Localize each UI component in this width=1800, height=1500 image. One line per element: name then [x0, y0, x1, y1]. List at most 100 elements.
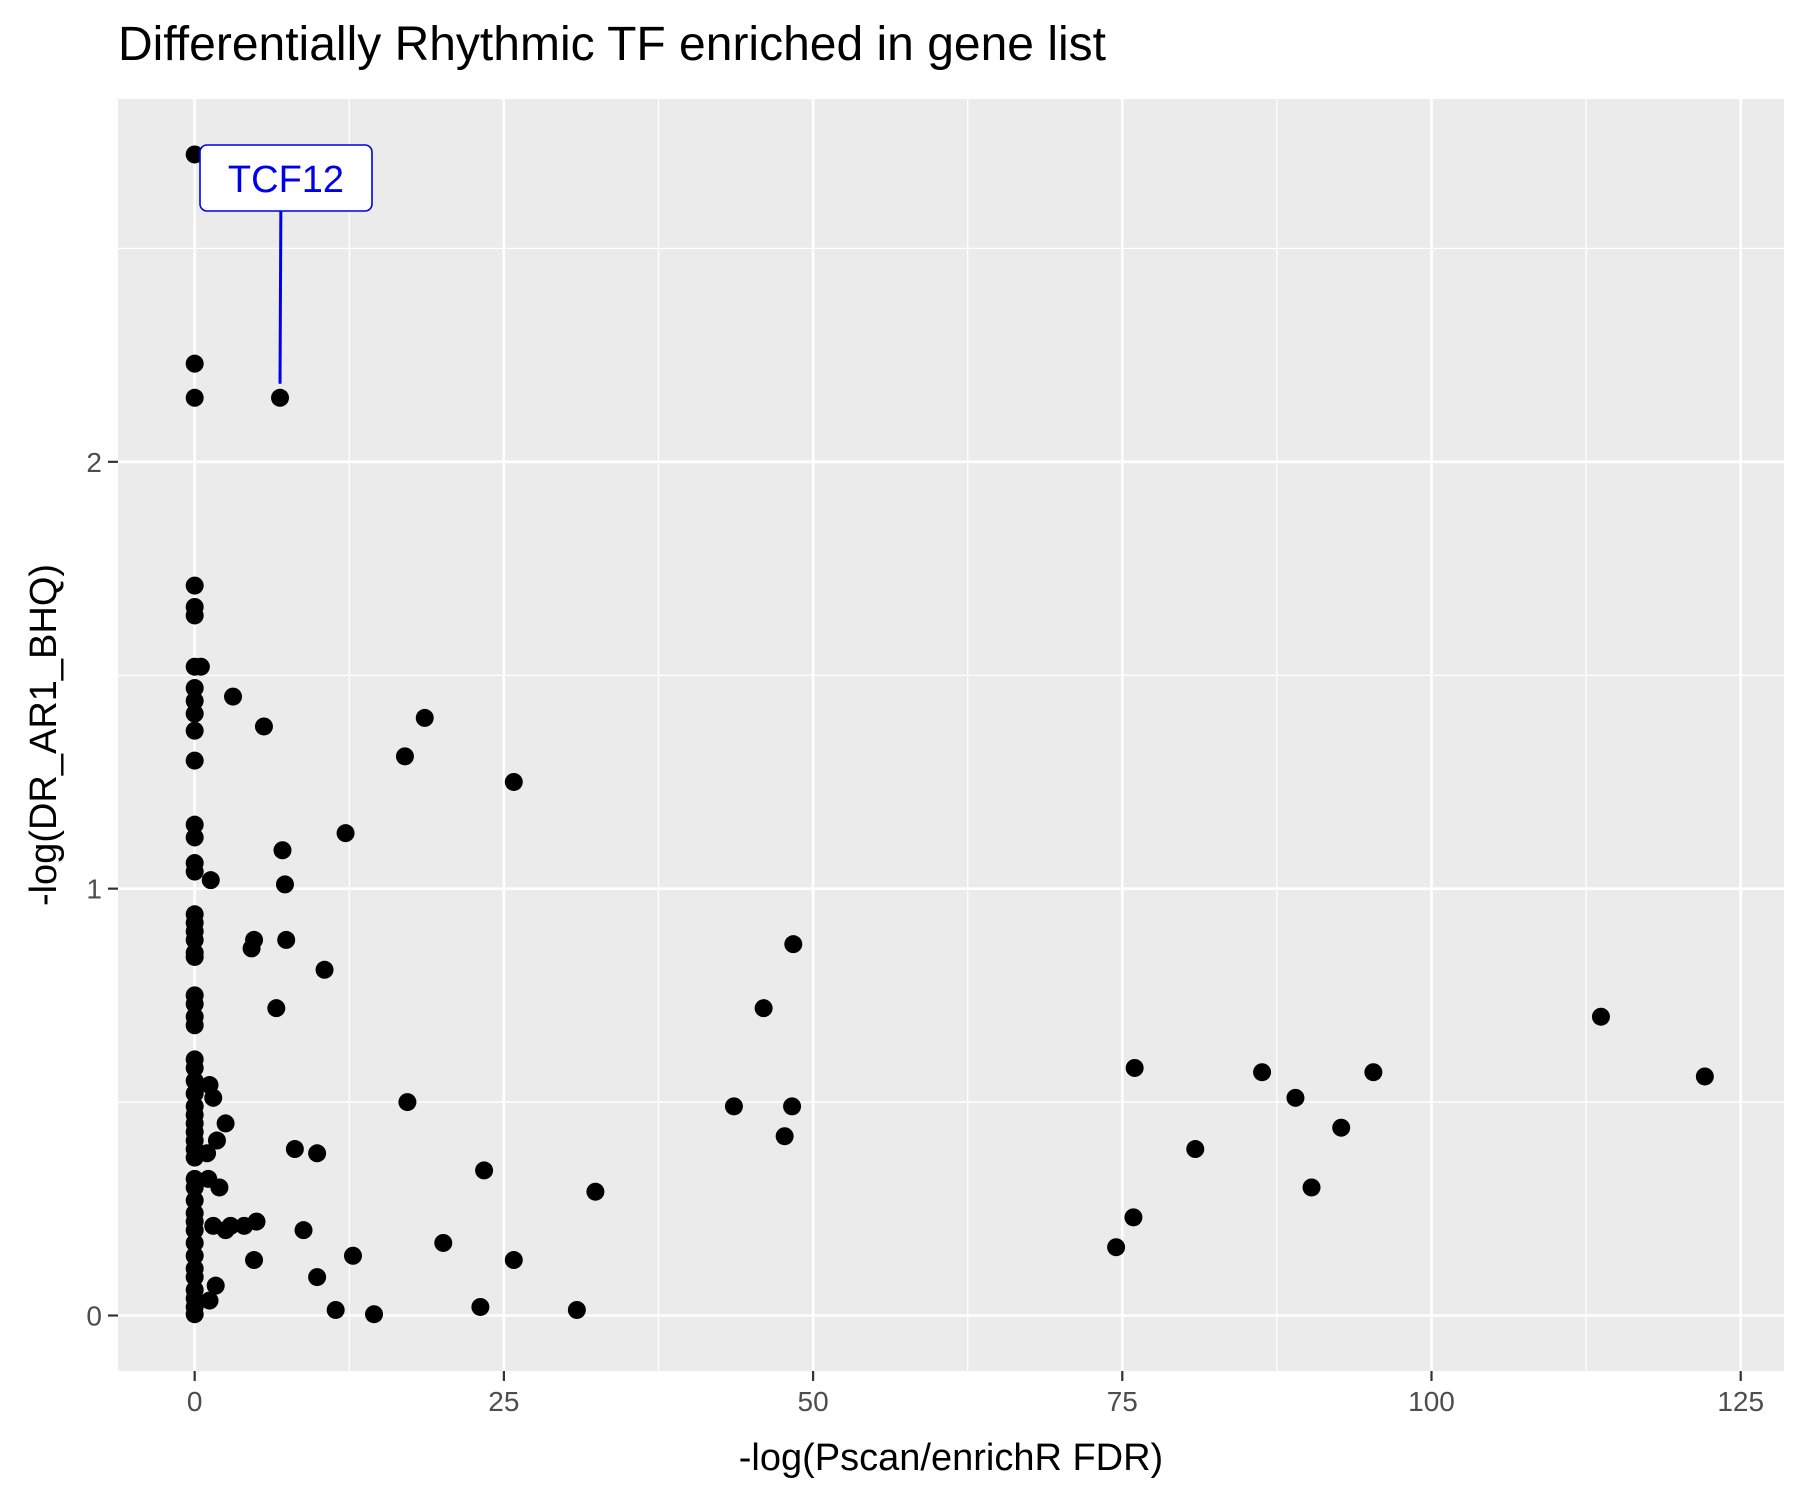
data-point: [1302, 1178, 1321, 1197]
data-point: [326, 1300, 345, 1319]
data-point: [1332, 1118, 1351, 1137]
data-point: [185, 606, 204, 625]
x-axis-title: -log(Pscan/enrichR FDR): [739, 1437, 1163, 1479]
data-point: [275, 875, 294, 894]
data-point: [204, 1088, 223, 1107]
data-point: [343, 1246, 362, 1265]
data-point: [185, 828, 204, 847]
data-point: [1591, 1007, 1610, 1026]
data-point: [784, 935, 803, 954]
data-point: [267, 999, 286, 1018]
data-point: [1186, 1140, 1205, 1159]
data-point: [185, 815, 204, 834]
data-point: [504, 1251, 523, 1270]
chart-title: Differentially Rhythmic TF enriched in g…: [118, 18, 1106, 71]
data-point: [185, 1221, 204, 1240]
data-point: [185, 1191, 204, 1210]
data-point: [185, 1084, 204, 1103]
annotation-leader-line: [278, 210, 283, 384]
data-point: [221, 1216, 240, 1235]
data-point: [185, 1246, 204, 1265]
data-point: [185, 751, 204, 770]
data-point: [198, 1144, 217, 1163]
data-point: [434, 1233, 453, 1252]
x-tick-label: 100: [1408, 1386, 1455, 1417]
annotation-label-box: [199, 144, 373, 212]
data-point: [567, 1300, 586, 1319]
major-gridlines: [118, 99, 1784, 1371]
data-point: [185, 994, 204, 1013]
data-point: [191, 657, 210, 676]
data-point: [294, 1221, 313, 1240]
data-point: [1124, 1208, 1143, 1227]
plot-panel: [118, 99, 1784, 1371]
y-tick-label: 2: [86, 447, 102, 478]
data-point: [185, 388, 204, 407]
data-point: [273, 841, 292, 860]
data-point: [185, 1071, 204, 1090]
data-point: [247, 1212, 266, 1231]
data-point: [285, 1140, 304, 1159]
data-point: [185, 145, 204, 164]
x-tick-label: 75: [1107, 1386, 1138, 1417]
data-point: [185, 576, 204, 595]
data-point: [201, 871, 220, 890]
x-axis-ticks: 0 25 50 75 100 125: [187, 1371, 1764, 1417]
data-point: [1695, 1067, 1714, 1086]
data-point: [185, 704, 204, 723]
data-point: [724, 1097, 743, 1116]
x-tick-label: 0: [187, 1386, 203, 1417]
data-point: [315, 960, 334, 979]
data-point: [271, 388, 290, 407]
data-point: [210, 1178, 229, 1197]
data-points: [185, 145, 1714, 1324]
x-tick-label: 25: [488, 1386, 519, 1417]
data-point: [1286, 1088, 1305, 1107]
data-point: [185, 947, 204, 966]
data-point: [395, 747, 414, 766]
data-point: [754, 999, 773, 1018]
y-tick-label: 1: [86, 874, 102, 905]
data-point: [398, 1093, 417, 1112]
data-point: [185, 354, 204, 373]
data-point: [336, 824, 355, 843]
data-point: [185, 1058, 204, 1077]
data-point: [185, 721, 204, 740]
data-point: [242, 939, 261, 958]
data-point: [207, 1131, 226, 1150]
data-point: [471, 1297, 490, 1316]
y-tick-label: 0: [86, 1301, 102, 1332]
data-point: [783, 1097, 802, 1116]
data-point: [775, 1127, 794, 1146]
data-point: [185, 1268, 204, 1287]
annotation-label: TCF12: [228, 159, 344, 201]
data-point: [224, 687, 243, 706]
data-point: [206, 1276, 225, 1295]
y-axis-title: -log(DR_AR1_BHQ): [23, 564, 65, 906]
data-point: [185, 930, 204, 949]
annotation-layer: TCF12: [199, 144, 373, 384]
x-tick-label: 50: [798, 1386, 829, 1417]
data-point: [415, 708, 434, 727]
data-point: [185, 1016, 204, 1035]
data-point: [504, 772, 523, 791]
data-point: [308, 1144, 327, 1163]
data-point: [1253, 1063, 1272, 1082]
data-point: [216, 1114, 235, 1133]
data-point: [586, 1182, 605, 1201]
x-tick-label: 125: [1717, 1386, 1764, 1417]
y-axis-ticks: 0 1 2: [86, 447, 118, 1332]
data-point: [1107, 1238, 1126, 1257]
data-point: [185, 679, 204, 698]
data-point: [200, 1291, 219, 1310]
data-point: [1364, 1063, 1383, 1082]
data-point: [185, 691, 204, 710]
data-point: [254, 717, 273, 736]
data-point: [185, 862, 204, 881]
data-point: [1125, 1058, 1144, 1077]
data-point: [365, 1305, 384, 1324]
data-point: [185, 1178, 204, 1197]
data-point: [475, 1161, 494, 1180]
data-point: [245, 1251, 264, 1270]
